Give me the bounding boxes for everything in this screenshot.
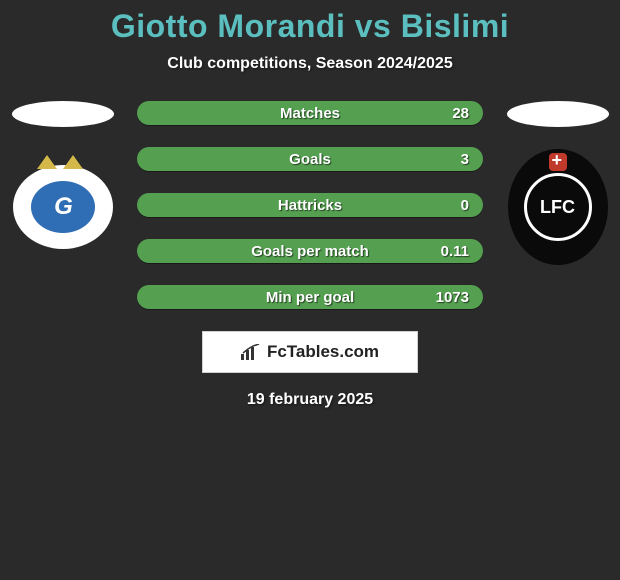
lugano-logo: LFC (508, 149, 608, 265)
stat-value: 0.11 (441, 243, 469, 260)
lugano-cross-icon (549, 153, 567, 171)
lugano-logo-inner: LFC (524, 173, 592, 241)
stat-row: Min per goal 1073 (137, 285, 483, 309)
stats-column: Matches 28 Goals 3 Hattricks 0 Goals per match… (137, 101, 483, 309)
stat-label: Goals (289, 151, 331, 168)
stat-label: Goals per match (251, 243, 369, 260)
left-club-logo: G (13, 157, 113, 257)
subtitle: Club competitions, Season 2024/2025 (0, 55, 620, 73)
right-column: LFC (503, 101, 612, 257)
stat-row: Matches 28 (137, 101, 483, 125)
main-row: G Matches 28 Goals 3 Hattricks 0 Goals per mat… (0, 101, 620, 309)
footer: FcTables.com 19 february 2025 (0, 331, 620, 409)
comparison-card: Giotto Morandi vs Bislimi Club competiti… (0, 0, 620, 409)
stat-row: Goals 3 (137, 147, 483, 171)
gc-logo-inner: G (27, 177, 99, 237)
player-silhouette-left (12, 101, 114, 127)
stat-row: Hattricks 0 (137, 193, 483, 217)
gc-logo: G (13, 165, 113, 249)
page-title: Giotto Morandi vs Bislimi (0, 8, 620, 45)
stat-label: Min per goal (266, 289, 354, 306)
stat-label: Hattricks (278, 197, 342, 214)
stat-value: 1073 (436, 289, 469, 306)
brand-chart-icon (241, 344, 261, 360)
player-silhouette-right (507, 101, 609, 127)
stat-value: 0 (461, 197, 469, 214)
right-club-logo: LFC (508, 157, 608, 257)
stat-value: 28 (452, 105, 469, 122)
left-column: G (8, 101, 117, 257)
brand-box[interactable]: FcTables.com (202, 331, 418, 373)
brand-text: FcTables.com (267, 342, 379, 362)
stat-value: 3 (461, 151, 469, 168)
date-text: 19 february 2025 (247, 391, 373, 409)
stat-label: Matches (280, 105, 340, 122)
stat-row: Goals per match 0.11 (137, 239, 483, 263)
